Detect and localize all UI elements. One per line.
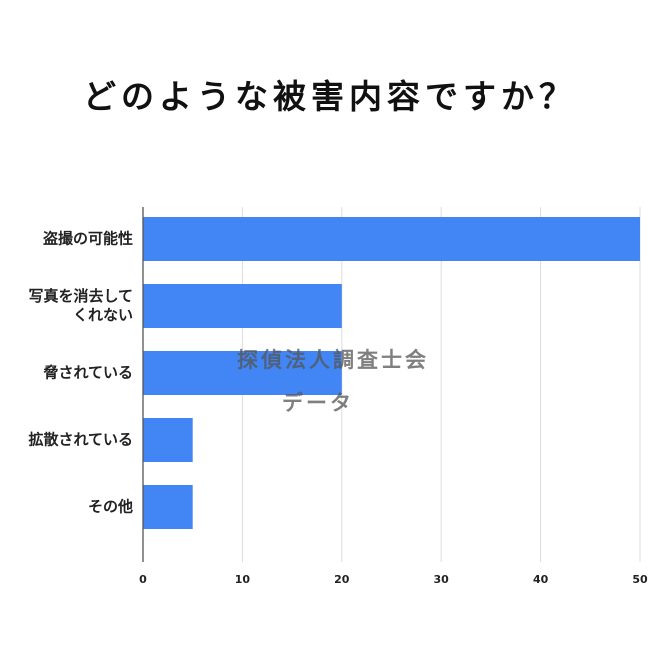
x-tick-label-30: 30 bbox=[434, 573, 450, 586]
chart-title: どのような被害内容ですか？ bbox=[83, 77, 577, 116]
category-label-1-line-0: 写真を消去して bbox=[28, 287, 133, 305]
category-label-3: 拡散されている bbox=[28, 431, 133, 449]
watermark-line-2: データ bbox=[282, 391, 354, 415]
category-label-1-line-1: くれない bbox=[73, 306, 133, 324]
bar-3 bbox=[143, 418, 193, 462]
bars bbox=[143, 217, 640, 529]
watermark: 探偵法人調査士会 データ bbox=[237, 348, 429, 415]
x-tick-label-0: 0 bbox=[139, 573, 147, 586]
bar-0 bbox=[143, 217, 640, 261]
x-tick-label-50: 50 bbox=[632, 573, 648, 586]
x-tick-labels: 0 10 20 30 40 50 bbox=[139, 573, 648, 586]
watermark-line-1: 探偵法人調査士会 bbox=[237, 348, 429, 372]
x-tick-label-20: 20 bbox=[334, 573, 350, 586]
category-label-0: 盗撮の可能性 bbox=[43, 230, 133, 248]
x-tick-label-10: 10 bbox=[235, 573, 251, 586]
bar-4 bbox=[143, 485, 193, 529]
bar-1 bbox=[143, 284, 342, 328]
category-label-2: 脅されている bbox=[42, 364, 133, 382]
category-label-4: その他 bbox=[88, 498, 133, 516]
x-tick-label-40: 40 bbox=[533, 573, 549, 586]
bar-2 bbox=[143, 351, 342, 395]
